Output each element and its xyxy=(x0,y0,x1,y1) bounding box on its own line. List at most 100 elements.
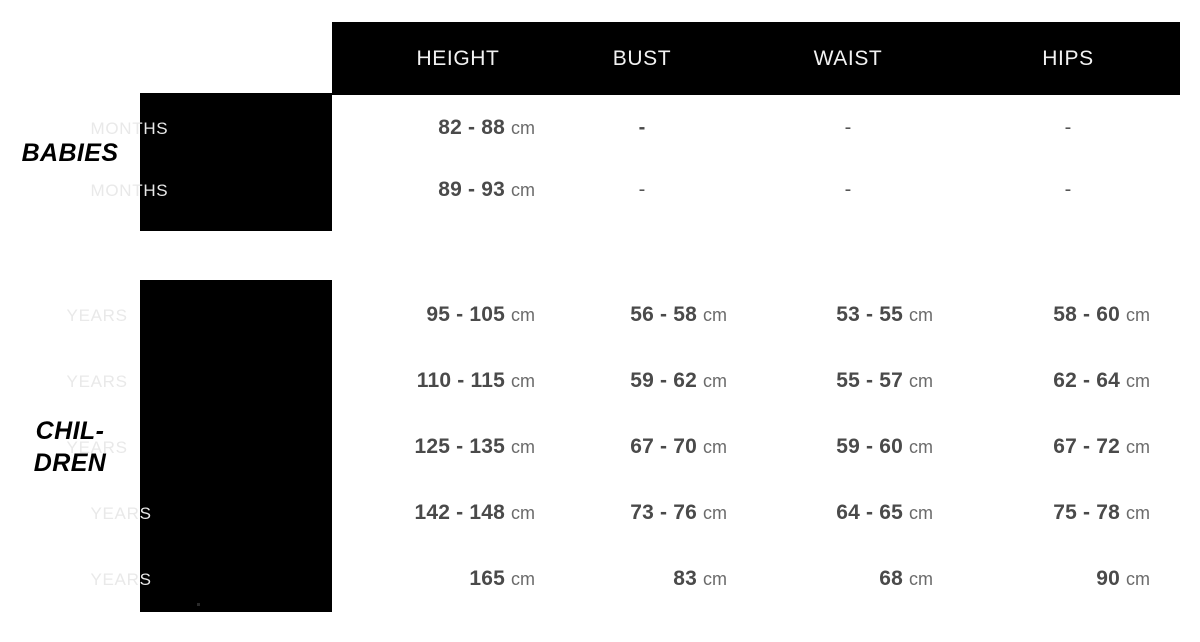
cell-value-number: 67 - 70 xyxy=(630,435,697,458)
cell-value-number: 53 - 55 xyxy=(836,303,903,326)
cell-value-number: 73 - 76 xyxy=(630,501,697,524)
cell-value-number: 82 - 88 xyxy=(438,116,505,139)
cell-value-number: 90 xyxy=(1096,567,1120,590)
cell-value-number: 95 - 105 xyxy=(426,303,505,326)
cell-waist: 55 - 57 cm xyxy=(703,369,933,393)
age-range-number: 3 - 4 xyxy=(16,303,60,326)
age-range-unit: YEARS xyxy=(90,504,152,523)
group-label-babies: BABIES xyxy=(21,139,119,167)
cell-value-unit: cm xyxy=(703,437,727,457)
print-speck xyxy=(197,603,200,606)
age-range-unit: MONTHS xyxy=(90,181,169,200)
cell-value-unit: cm xyxy=(703,503,727,523)
cell-waist: 59 - 60 cm xyxy=(703,435,933,459)
cell-value-number: 59 - 62 xyxy=(630,369,697,392)
cell-waist: 64 - 65 cm xyxy=(703,501,933,525)
cell-value-unit: cm xyxy=(511,569,535,589)
cell-value-number: 89 - 93 xyxy=(438,178,505,201)
cell-height: 89 - 93 cm xyxy=(305,178,535,202)
age-range-number: 10 - 12 xyxy=(16,501,84,524)
cell-value-number: 110 - 115 xyxy=(416,369,505,392)
column-header-bust: BUST xyxy=(612,47,672,70)
cell-height: 110 - 115 cm xyxy=(305,369,535,393)
cell-value-unit: cm xyxy=(703,569,727,589)
cell-bust: - xyxy=(582,179,702,202)
cell-value-unit: cm xyxy=(909,503,933,523)
cell-value-unit: cm xyxy=(909,305,933,325)
column-header-waist: WAIST xyxy=(813,47,883,70)
cell-value-unit: cm xyxy=(909,437,933,457)
cell-empty-dash: - xyxy=(638,178,646,201)
cell-value-number: 55 - 57 xyxy=(836,369,903,392)
cell-hips: - xyxy=(1008,179,1128,202)
cell-value-unit: cm xyxy=(909,569,933,589)
age-range-cell: 18 - 24 MONTHS xyxy=(16,178,168,202)
cell-bust: 56 - 58 cm xyxy=(497,303,727,327)
cell-waist: - xyxy=(788,179,908,202)
cell-value-unit: cm xyxy=(511,503,535,523)
cell-bust: 67 - 70 cm xyxy=(497,435,727,459)
age-range-number: 12 - 18 xyxy=(16,116,84,139)
cell-value-number: 62 - 64 xyxy=(1053,369,1120,392)
cell-value-number: 75 - 78 xyxy=(1053,501,1120,524)
cell-hips: 75 - 78 cm xyxy=(920,501,1150,525)
cell-empty-dash: - xyxy=(1064,116,1072,139)
cell-waist: 68 cm xyxy=(703,567,933,591)
cell-empty-dash: - xyxy=(844,178,852,201)
cell-value-unit: cm xyxy=(703,371,727,391)
cell-bust: 59 - 62 cm xyxy=(497,369,727,393)
cell-height: 142 - 148 cm xyxy=(305,501,535,525)
cell-bust: - xyxy=(582,117,702,140)
cell-empty-dash: - xyxy=(638,116,646,139)
cell-value-number: 67 - 72 xyxy=(1053,435,1120,458)
cell-value-unit: cm xyxy=(1126,569,1150,589)
age-range-unit: YEARS xyxy=(66,438,128,457)
cell-value-number: 165 xyxy=(469,567,505,590)
cell-height: 95 - 105 cm xyxy=(305,303,535,327)
age-range-unit: YEARS xyxy=(66,372,128,391)
cell-value-number: 64 - 65 xyxy=(836,501,903,524)
cell-value-unit: cm xyxy=(511,371,535,391)
cell-value-number: 58 - 60 xyxy=(1053,303,1120,326)
age-column-block-babies xyxy=(140,93,332,231)
cell-bust: 83 cm xyxy=(497,567,727,591)
column-header-height: HEIGHT xyxy=(416,47,500,70)
cell-value-unit: cm xyxy=(1126,305,1150,325)
age-range-cell: 12 - 18 MONTHS xyxy=(16,116,168,140)
cell-empty-dash: - xyxy=(1064,178,1072,201)
age-range-unit: YEARS xyxy=(66,306,128,325)
cell-value-unit: cm xyxy=(511,305,535,325)
cell-value-number: 59 - 60 xyxy=(836,435,903,458)
cell-value-unit: cm xyxy=(909,371,933,391)
cell-hips: - xyxy=(1008,117,1128,140)
cell-bust: 73 - 76 cm xyxy=(497,501,727,525)
age-column-block-children xyxy=(140,280,332,612)
cell-value-unit: cm xyxy=(1126,437,1150,457)
age-range-unit: MONTHS xyxy=(90,119,169,138)
cell-waist: 53 - 55 cm xyxy=(703,303,933,327)
cell-empty-dash: - xyxy=(844,116,852,139)
age-range-cell: 10 - 12 YEARS xyxy=(16,501,152,525)
cell-hips: 90 cm xyxy=(920,567,1150,591)
age-range-number: 7 - 9 xyxy=(16,435,60,458)
age-range-cell: 3 - 4 YEARS xyxy=(16,303,128,327)
age-range-cell: 5 - 6 YEARS xyxy=(16,369,128,393)
cell-value-unit: cm xyxy=(511,180,535,200)
age-range-number: 5 - 6 xyxy=(16,369,60,392)
cell-height: 165 cm xyxy=(305,567,535,591)
cell-value-unit: cm xyxy=(703,305,727,325)
cell-value-number: 125 - 135 xyxy=(414,435,505,458)
cell-value-number: 142 - 148 xyxy=(414,501,505,524)
cell-value-number: 56 - 58 xyxy=(630,303,697,326)
cell-value-unit: cm xyxy=(1126,371,1150,391)
age-range-unit: YEARS xyxy=(90,570,152,589)
age-range-cell: 14 - 16 YEARS xyxy=(16,567,152,591)
group-label-children: CHIL- DREN xyxy=(33,417,107,477)
column-header-hips: HIPS xyxy=(1042,47,1094,70)
cell-value-number: 83 xyxy=(673,567,697,590)
cell-value-unit: cm xyxy=(1126,503,1150,523)
table-header-bar xyxy=(332,22,1180,95)
cell-value-unit: cm xyxy=(511,118,535,138)
cell-hips: 62 - 64 cm xyxy=(920,369,1150,393)
